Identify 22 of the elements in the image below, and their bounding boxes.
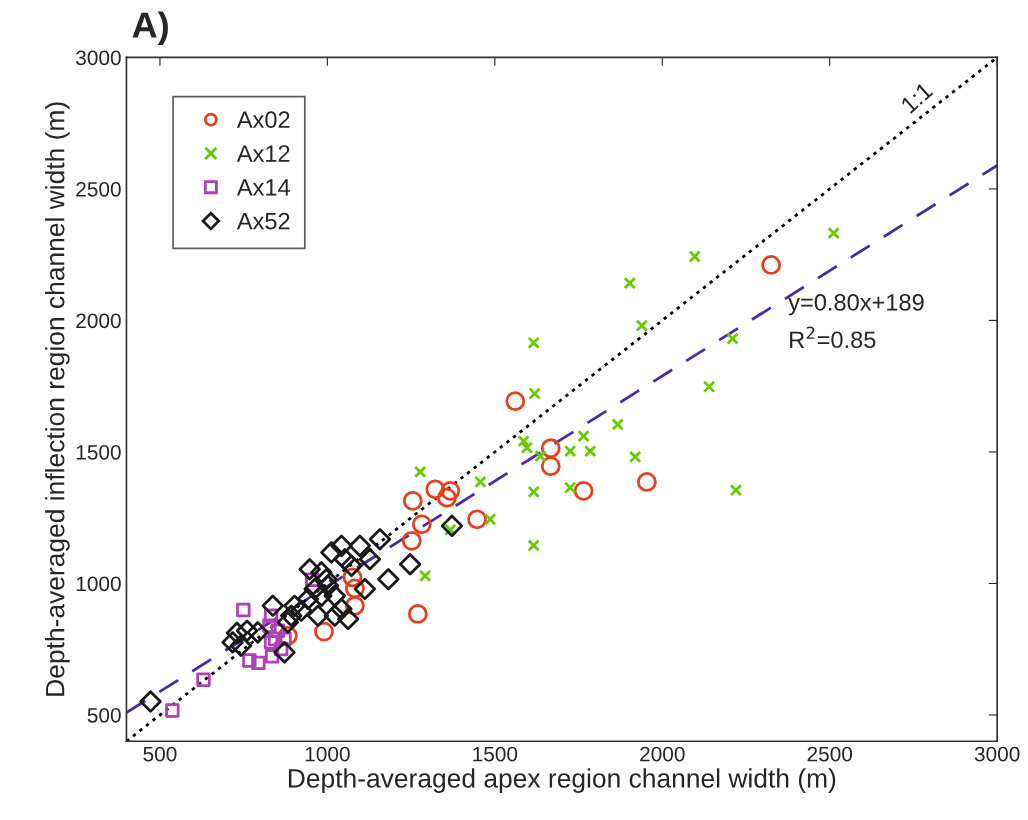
- y-tick-label: 1000: [76, 576, 121, 592]
- y-tick-label: 500: [87, 707, 121, 723]
- annotation: R$^{2}$=0.85: [790, 326, 876, 349]
- chart-title: A): [132, 11, 168, 46]
- x-tick-label: 1500: [473, 746, 518, 762]
- annotation: y=0.80x+189: [788, 293, 924, 316]
- y-tick-label: 2500: [76, 181, 121, 197]
- x-tick-label: 2000: [640, 746, 685, 762]
- legend-label: Ax52: [236, 212, 290, 230]
- y-tick-label: 3000: [76, 50, 121, 66]
- x-axis-title: Depth-averaged apex region channel width (m): [288, 768, 836, 793]
- legend-label: Ax02: [236, 111, 290, 129]
- x-tick-label: 3000: [974, 746, 1020, 762]
- annotation: 1:1: [900, 81, 934, 114]
- y-axis-title: Depth-averaged inflection region channel width (m): [45, 102, 70, 696]
- y-tick-label: 2000: [76, 313, 121, 329]
- x-tick-label: 500: [143, 746, 177, 762]
- x-tick-label: 1000: [305, 746, 350, 762]
- y-tick-label: 1500: [76, 444, 121, 460]
- legend-label: Ax12: [236, 145, 290, 162]
- x-tick-label: 2500: [807, 746, 853, 762]
- legend-label: Ax14: [236, 179, 290, 196]
